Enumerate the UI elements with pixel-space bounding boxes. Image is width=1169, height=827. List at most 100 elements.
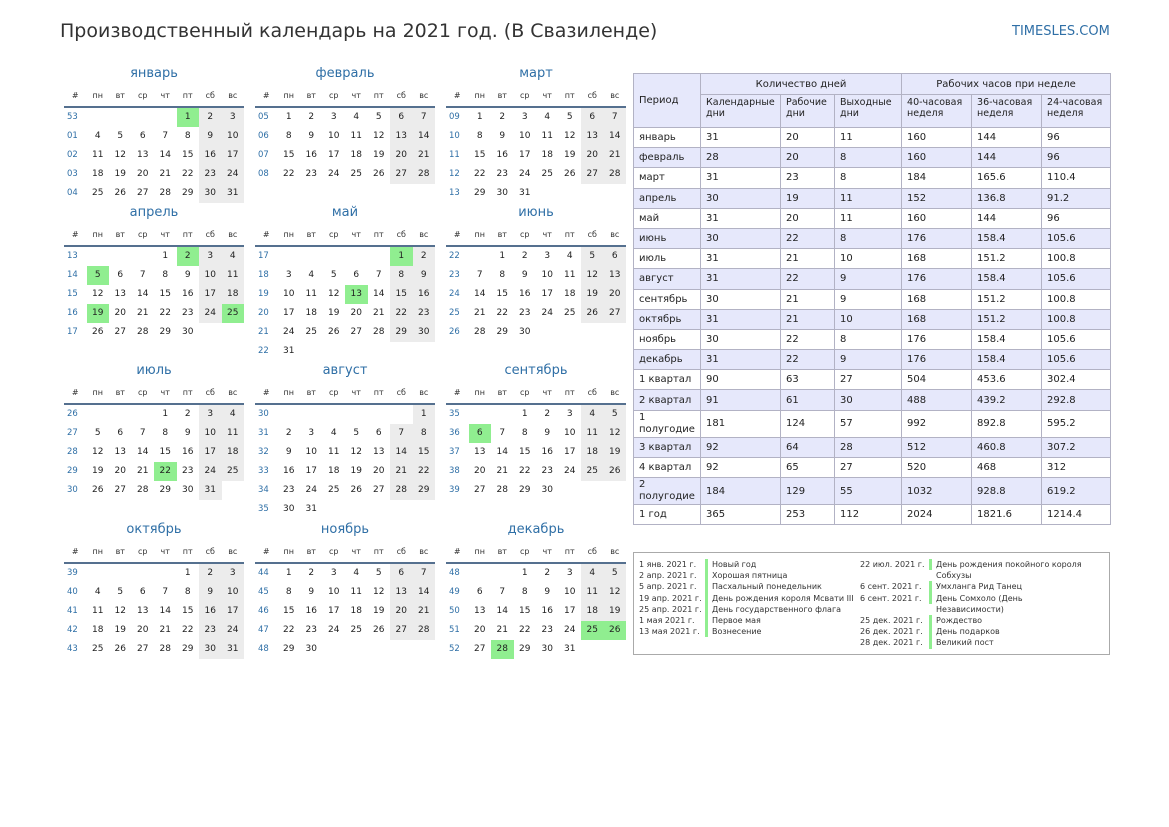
day-cell[interactable]: 12 — [114, 606, 126, 616]
weekend-cell[interactable]: 4 — [581, 405, 604, 424]
day-cell[interactable]: 4 — [94, 587, 101, 597]
day-cell[interactable]: 21 — [159, 169, 171, 179]
day-cell[interactable]: 28 — [159, 644, 171, 654]
day-cell[interactable]: 19 — [373, 150, 385, 160]
day-cell[interactable]: 29 — [519, 485, 531, 495]
day-cell[interactable]: 24 — [328, 625, 340, 635]
day-cell[interactable]: 12 — [114, 150, 126, 160]
day-cell[interactable]: 7 — [476, 270, 483, 280]
day-cell[interactable]: 14 — [496, 606, 508, 616]
weekend-cell[interactable]: 28 — [603, 165, 626, 184]
day-cell[interactable]: 14 — [159, 150, 171, 160]
day-cell[interactable]: 4 — [544, 112, 551, 122]
weekend-cell[interactable]: 6 — [581, 108, 604, 127]
day-cell[interactable]: 28 — [159, 188, 171, 198]
weekend-cell[interactable]: 15 — [412, 443, 435, 462]
day-cell[interactable]: 26 — [92, 485, 104, 495]
day-cell[interactable]: 7 — [499, 428, 506, 438]
day-cell[interactable]: 24 — [328, 169, 340, 179]
weekend-cell[interactable]: 14 — [412, 127, 435, 146]
day-cell[interactable]: 29 — [182, 188, 194, 198]
day-cell[interactable]: 25 — [350, 625, 362, 635]
weekend-cell[interactable]: 3 — [199, 247, 222, 266]
day-cell[interactable]: 17 — [564, 606, 576, 616]
day-cell[interactable]: 8 — [162, 428, 169, 438]
day-cell[interactable]: 16 — [541, 606, 553, 616]
day-cell[interactable]: 2 — [521, 251, 528, 261]
day-cell[interactable]: 6 — [117, 270, 124, 280]
day-cell[interactable]: 5 — [566, 112, 573, 122]
day-cell[interactable]: 25 — [92, 188, 104, 198]
weekend-cell[interactable]: 26 — [603, 462, 626, 481]
weekend-cell[interactable]: 19 — [603, 443, 626, 462]
day-cell[interactable]: 23 — [305, 169, 317, 179]
day-cell[interactable]: 16 — [541, 447, 553, 457]
day-cell[interactable]: 4 — [353, 112, 360, 122]
day-cell[interactable]: 13 — [137, 606, 149, 616]
day-cell[interactable]: 15 — [519, 447, 531, 457]
day-cell[interactable]: 16 — [283, 466, 295, 476]
day-cell[interactable]: 19 — [350, 466, 362, 476]
day-cell[interactable]: 9 — [308, 131, 315, 141]
day-cell[interactable]: 28 — [496, 485, 508, 495]
weekend-cell[interactable]: 18 — [581, 443, 604, 462]
day-cell[interactable]: 12 — [350, 447, 362, 457]
day-cell[interactable]: 11 — [92, 606, 104, 616]
holiday-cell[interactable]: 13 — [345, 285, 368, 304]
day-cell[interactable]: 12 — [373, 587, 385, 597]
day-cell[interactable]: 3 — [566, 409, 573, 419]
weekend-cell[interactable]: 5 — [603, 564, 626, 583]
day-cell[interactable]: 8 — [184, 131, 191, 141]
day-cell[interactable]: 7 — [139, 428, 146, 438]
day-cell[interactable]: 9 — [521, 270, 528, 280]
holiday-cell[interactable]: 22 — [154, 462, 177, 481]
day-cell[interactable]: 21 — [496, 466, 508, 476]
day-cell[interactable]: 30 — [182, 327, 194, 337]
weekend-cell[interactable]: 14 — [390, 443, 413, 462]
day-cell[interactable]: 29 — [474, 188, 486, 198]
day-cell[interactable]: 13 — [137, 150, 149, 160]
day-cell[interactable]: 23 — [305, 625, 317, 635]
weekend-cell[interactable]: 18 — [221, 285, 244, 304]
day-cell[interactable]: 1 — [476, 112, 483, 122]
site-link[interactable]: TIMESLES.COM — [1012, 24, 1110, 39]
day-cell[interactable]: 16 — [305, 150, 317, 160]
day-cell[interactable]: 5 — [94, 428, 101, 438]
day-cell[interactable]: 25 — [541, 169, 553, 179]
day-cell[interactable]: 8 — [162, 270, 169, 280]
day-cell[interactable]: 26 — [564, 169, 576, 179]
weekend-cell[interactable]: 21 — [603, 146, 626, 165]
day-cell[interactable]: 12 — [564, 131, 576, 141]
weekend-cell[interactable]: 28 — [390, 481, 413, 500]
day-cell[interactable]: 13 — [114, 447, 126, 457]
weekend-cell[interactable]: 13 — [390, 583, 413, 602]
day-cell[interactable]: 18 — [305, 308, 317, 318]
day-cell[interactable]: 23 — [496, 169, 508, 179]
holiday-cell[interactable]: 26 — [603, 621, 626, 640]
weekend-cell[interactable]: 25 — [581, 462, 604, 481]
day-cell[interactable]: 22 — [182, 169, 194, 179]
day-cell[interactable]: 19 — [564, 150, 576, 160]
weekend-cell[interactable]: 24 — [221, 165, 244, 184]
day-cell[interactable]: 2 — [285, 428, 292, 438]
day-cell[interactable]: 14 — [496, 447, 508, 457]
day-cell[interactable]: 28 — [373, 327, 385, 337]
day-cell[interactable]: 20 — [137, 169, 149, 179]
day-cell[interactable]: 10 — [328, 131, 340, 141]
weekend-cell[interactable]: 29 — [390, 323, 413, 342]
weekend-cell[interactable]: 2 — [412, 247, 435, 266]
holiday-cell[interactable]: 2 — [176, 247, 199, 266]
day-cell[interactable]: 14 — [474, 289, 486, 299]
weekend-cell[interactable]: 8 — [412, 424, 435, 443]
day-cell[interactable]: 1 — [521, 409, 528, 419]
day-cell[interactable]: 29 — [519, 644, 531, 654]
day-cell[interactable]: 9 — [308, 587, 315, 597]
day-cell[interactable]: 26 — [114, 188, 126, 198]
day-cell[interactable]: 24 — [283, 327, 295, 337]
day-cell[interactable]: 9 — [544, 587, 551, 597]
weekend-cell[interactable]: 20 — [581, 146, 604, 165]
day-cell[interactable]: 20 — [114, 308, 126, 318]
weekend-cell[interactable]: 12 — [603, 424, 626, 443]
day-cell[interactable]: 5 — [375, 568, 382, 578]
day-cell[interactable]: 28 — [474, 327, 486, 337]
